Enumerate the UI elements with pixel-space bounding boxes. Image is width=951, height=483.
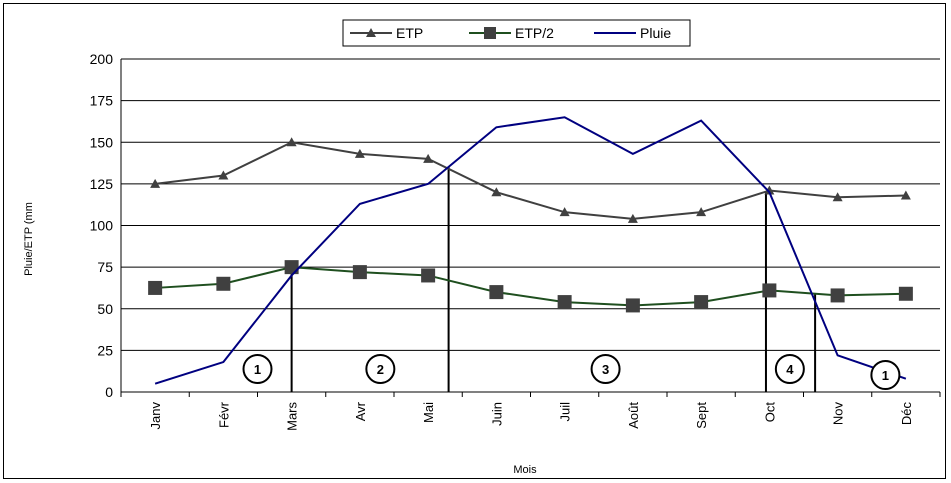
point-etp (423, 153, 434, 163)
point-etp (627, 213, 638, 223)
point-etp-2 (489, 285, 504, 300)
point-etp-2 (557, 295, 572, 310)
zone-markers: 1 2 3 4 1 (242, 354, 901, 390)
point-etp-2 (216, 276, 231, 291)
x-tick-label: Juil (558, 402, 573, 422)
point-etp-2 (284, 260, 299, 275)
x-tick-label: Févr (216, 401, 231, 428)
series (148, 116, 913, 385)
y-tick-label: 175 (90, 93, 114, 109)
y-tick-label: 25 (97, 342, 113, 358)
point-etp (491, 187, 502, 197)
legend: ETP ETP/2 Pluie (342, 19, 691, 47)
point-etp-2 (148, 280, 163, 295)
x-tick-label: Juin (489, 402, 504, 426)
zone-label: 2 (377, 362, 384, 377)
x-tick-label: Déc (899, 402, 914, 426)
y-tick-label: 0 (105, 384, 113, 400)
series-line-etp-2 (155, 266, 906, 307)
y-tick-label: 150 (90, 134, 114, 150)
legend-label: ETP/2 (515, 25, 554, 41)
chart-frame: 0 25 50 75 100 125 150 175 200 Janv Févr Mars Avr Ma… (3, 3, 946, 479)
zone-circle (870, 360, 901, 390)
series-line-pluie (154, 116, 907, 385)
y-tick-label: 50 (97, 301, 113, 317)
series-line-etp (155, 141, 906, 220)
zone-circle (774, 354, 805, 384)
x-tick-label: Mai (421, 402, 436, 423)
legend-label: Pluie (640, 25, 671, 41)
x-axis-title: Mois (513, 464, 537, 476)
zone-circle (242, 354, 273, 384)
x-tick-label: Mars (285, 402, 300, 431)
y-tick-label: 200 (90, 51, 114, 67)
point-etp-2 (694, 295, 709, 310)
zone-label: 3 (602, 362, 609, 377)
point-etp (764, 185, 775, 195)
y-axis-title: Pluie/ETP (mm (23, 202, 35, 276)
point-etp (354, 148, 365, 158)
point-etp-2 (762, 283, 777, 298)
x-tick-labels: Janv Févr Mars Avr Mai Juin Juil Août Sept Oct Nov… (120, 392, 941, 431)
x-tick-label: Oct (762, 402, 777, 423)
legend-marker (484, 27, 496, 39)
y-tick-label: 75 (97, 259, 113, 275)
point-etp-2 (352, 265, 367, 280)
point-etp (559, 207, 570, 217)
y-tick-label: 125 (90, 176, 114, 192)
x-tick-label: Avr (353, 401, 368, 421)
legend-marker (366, 28, 376, 37)
chart: 0 25 50 75 100 125 150 175 200 Janv Févr Mars Avr Ma… (23, 19, 941, 476)
point-etp (286, 137, 297, 147)
x-tick-label: Sept (694, 402, 709, 429)
point-etp-2 (898, 286, 913, 301)
point-etp (900, 190, 911, 200)
y-tick-labels: 0 25 50 75 100 125 150 175 200 (90, 51, 114, 400)
x-tick-label: Nov (831, 402, 846, 426)
point-etp (150, 178, 161, 188)
grid (120, 58, 940, 393)
x-tick-label: Janv (148, 402, 163, 430)
point-etp (696, 207, 707, 217)
legend-label: ETP (396, 25, 423, 41)
y-tick-label: 100 (90, 218, 114, 234)
point-etp (832, 192, 843, 202)
zone-label: 1 (254, 362, 261, 377)
point-etp (218, 170, 229, 180)
zone-circle (590, 354, 621, 384)
zone-label: 4 (786, 362, 794, 377)
zone-circle (365, 354, 396, 384)
x-tick-label: Août (626, 402, 641, 429)
point-etp-2 (830, 288, 845, 303)
zone-label: 1 (882, 368, 889, 383)
point-etp-2 (625, 298, 640, 313)
point-etp-2 (421, 268, 436, 283)
